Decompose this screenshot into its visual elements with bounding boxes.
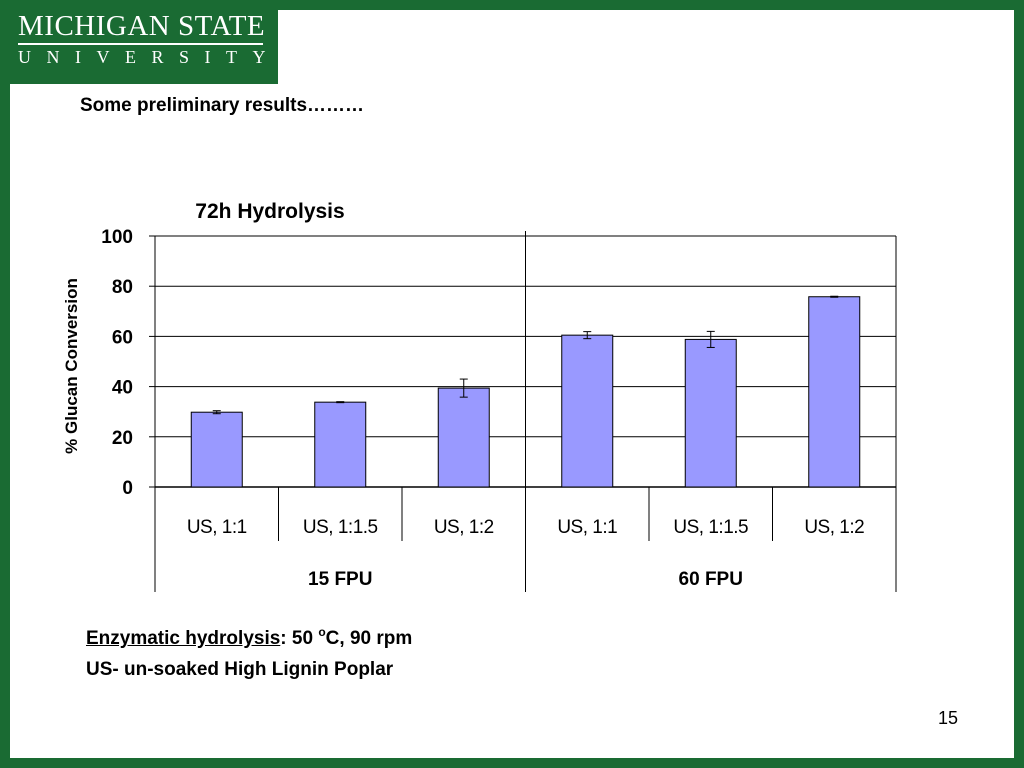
bar — [684, 338, 737, 488]
logo-rule — [18, 43, 263, 45]
msu-logo: MICHIGAN STATE UNIVERSITY — [0, 0, 278, 84]
y-tick-label: 60 — [112, 327, 133, 348]
y-tick-label: 20 — [112, 428, 133, 449]
conditions-separator: : 50 — [280, 628, 319, 649]
bar — [561, 334, 614, 488]
x-category-label: US, 1:2 — [804, 517, 864, 538]
bar — [437, 387, 490, 488]
chart-title: 72h Hydrolysis — [195, 200, 344, 223]
x-category-label: US, 1:2 — [434, 517, 494, 538]
bar — [190, 411, 243, 488]
y-tick-label: 100 — [101, 227, 133, 248]
bar — [808, 296, 861, 488]
logo-text-line1: MICHIGAN STATE — [18, 10, 266, 42]
experiment-conditions: Enzymatic hydrolysis: 50 oC, 90 rpm — [86, 624, 413, 650]
x-category-label: US, 1:1.5 — [673, 517, 748, 538]
page-number: 15 — [938, 708, 959, 728]
sample-description: US- un-soaked High Lignin Poplar — [86, 659, 394, 680]
x-group-label: 15 FPU — [308, 569, 372, 590]
x-category-label: US, 1:1.5 — [303, 517, 378, 538]
y-axis-label: % Glucan Conversion — [62, 278, 81, 454]
x-category-label: US, 1:1 — [187, 517, 247, 538]
x-category-label: US, 1:1 — [557, 517, 617, 538]
conditions-rest: C, 90 rpm — [325, 628, 413, 649]
degree-superscript: o — [318, 624, 326, 639]
bar — [314, 401, 367, 488]
y-tick-label: 0 — [122, 478, 133, 499]
y-tick-label: 80 — [112, 277, 133, 298]
y-tick-label: 40 — [112, 378, 133, 399]
logo-text-line2: UNIVERSITY — [18, 47, 281, 67]
hydrolysis-label: Enzymatic hydrolysis — [86, 628, 281, 649]
slide-title: Some preliminary results……… — [80, 95, 365, 116]
x-group-label: 60 FPU — [679, 569, 743, 590]
